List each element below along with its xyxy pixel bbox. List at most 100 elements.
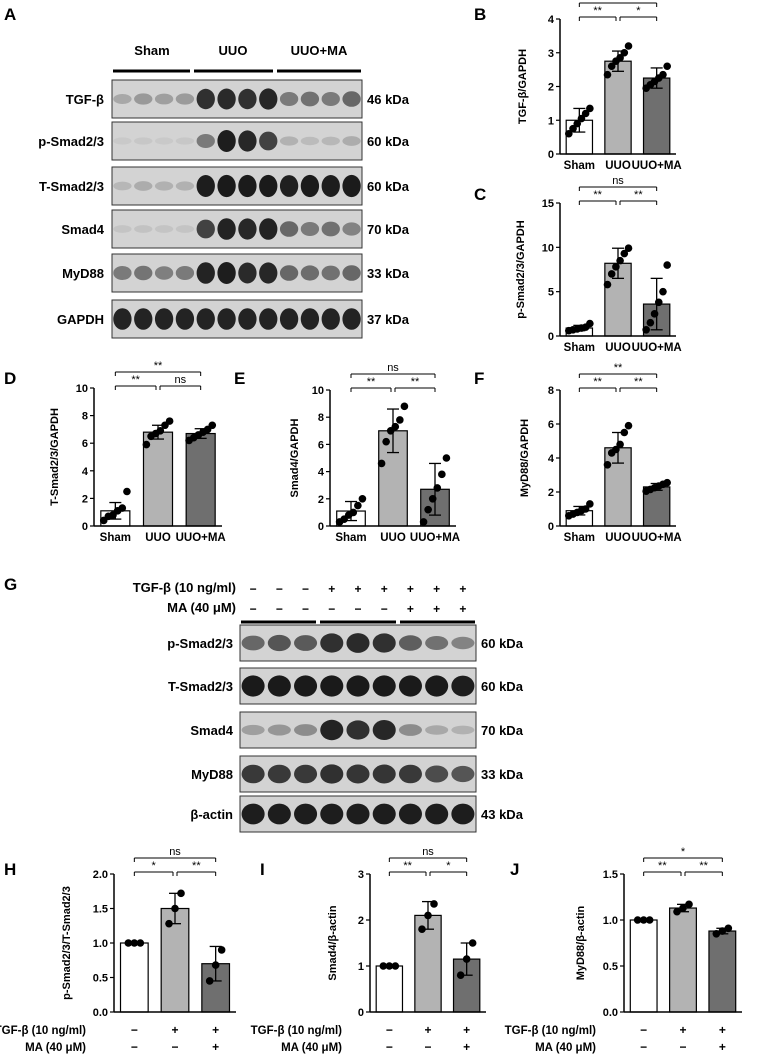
group-label-1: UUO [219,43,248,58]
y-axis-label: T-Smad2/3/GAPDH [49,408,61,506]
blot-band [398,764,422,784]
x-category-label: UUO [605,160,631,172]
y-tick-label: 4 [318,467,325,479]
blot-band [113,137,132,145]
data-point [382,437,390,446]
blot-strip [111,209,363,249]
blot-band [279,221,299,237]
panel-label-b: B [474,5,486,24]
blot-band [238,308,257,330]
blot-G-panel: p-Smad2/3 60 kDa T-Smad2/3 60 kDa Smad4 70 kD… [133,580,524,833]
data-point [679,904,687,912]
data-point [616,256,624,265]
blot-mw-label: 70 kDa [481,723,524,738]
blot-band [321,308,340,330]
ma-sign: − [640,1040,647,1054]
blot-band [398,675,422,697]
treatment-label-tgf: TGF-β (10 ng/ml) [0,1025,86,1037]
blot-band [451,675,475,697]
blot-band [113,181,132,191]
x-category-label: UUO [605,342,631,354]
blot-band [320,719,344,741]
blot-band [342,136,361,146]
y-tick-label: 15 [542,198,554,210]
data-point [438,470,446,479]
blot-band [113,265,132,281]
blot-band [267,675,291,697]
y-tick-label: 0 [358,1007,364,1019]
blot-band [259,88,278,110]
y-tick-label: 1 [548,115,554,127]
blot-band [300,174,320,198]
y-tick-label: 2.0 [93,869,108,881]
chart-h: 0.0 0.5 1.0 1.5 2.0 p-Smad2/3/T-Smad2/3 TGF-β … [0,846,236,1054]
blot-band [217,174,236,198]
data-point [603,70,612,79]
blot-band [217,308,236,330]
data-point [620,428,629,437]
ma-sign: − [131,1040,138,1054]
sig-label: ** [614,362,623,374]
blot-band [267,803,291,825]
y-tick-label: 2 [318,494,324,506]
x-category-label: Sham [335,532,366,544]
y-tick-label: 6 [82,438,88,450]
treatment-label-tgf: TGF-β (10 ng/ml) [505,1025,597,1037]
sig-label: ** [367,376,376,388]
blot-band [425,765,449,783]
sig-label: ** [593,376,602,388]
blot-row-label: MyD88 [62,266,104,281]
data-point [358,495,367,503]
x-category-label: Sham [564,160,595,172]
data-point [586,500,594,508]
ma-sign: − [171,1040,178,1054]
ma-sign: + [719,1040,726,1054]
data-point [642,325,650,334]
blot-band [320,633,344,653]
blot-band [321,91,340,107]
blot-band [451,803,475,825]
data-point [724,924,733,933]
blot-band [451,765,475,783]
sig-label: ns [387,362,399,374]
tgf-sign: + [407,582,414,596]
data-point [118,504,127,512]
data-point [391,962,400,970]
data-point [603,280,612,289]
data-point [418,925,426,933]
blot-band [342,265,361,281]
data-point [659,287,667,296]
blot-band [425,725,449,735]
blot-row-label: Smad4 [190,723,233,738]
y-tick-label: 8 [548,385,554,397]
blot-band [259,308,278,330]
data-point [663,62,671,71]
y-tick-label: 0.0 [603,1007,618,1019]
data-point [581,505,590,513]
data-point [430,900,438,908]
blot-row-label: β-actin [190,807,233,822]
tgf-sign: + [433,582,440,596]
ma-sign: − [328,602,335,616]
blot-mw-label: 43 kDa [481,807,524,822]
tgf-sign: + [212,1023,219,1037]
blot-row-label: p-Smad2/3 [167,636,233,651]
blot-band [241,675,265,697]
data-point [607,62,616,71]
panel-label-h: H [4,860,16,879]
blot-band [175,137,195,145]
sig-label: ** [131,374,140,386]
x-category-label: Sham [100,532,131,544]
blot-band [238,174,257,198]
data-point [624,244,633,253]
blot-band [196,174,215,198]
data-point [607,270,616,278]
data-point [645,916,654,924]
blot-band [154,93,174,105]
data-point [217,946,226,954]
tgf-sign: + [463,1023,470,1037]
blot-band [217,218,236,240]
y-axis-label: Smad4/β-actin [327,905,339,980]
y-tick-label: 0.5 [603,961,618,973]
blot-band [346,803,370,825]
